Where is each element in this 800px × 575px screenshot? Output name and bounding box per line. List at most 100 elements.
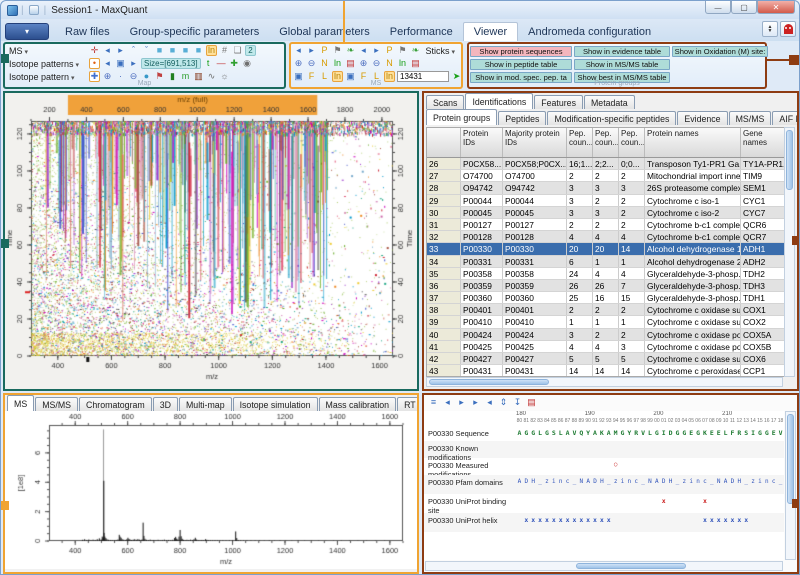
- sequence-row-ranges[interactable]: P00330 UniProt helix x x x x x x x x x x x x x x x x x x x x: [424, 513, 784, 532]
- n-label-icon[interactable]: N: [386, 58, 393, 68]
- subtab-protein-groups[interactable]: Protein groups: [426, 109, 498, 125]
- spectab-isotope-simulation[interactable]: Isotope simulation: [232, 397, 318, 411]
- zoom-in-icon[interactable]: ⊕: [103, 71, 112, 81]
- pdf-icon[interactable]: ▤: [411, 58, 420, 68]
- pdf-icon[interactable]: ▤: [346, 58, 355, 68]
- sequence-row-text[interactable]: P00330 Pfam domains A D H _ z i n c _ N A D H _ z i n c _ N A…: [424, 475, 784, 494]
- spectab-ms-ms[interactable]: MS/MS: [35, 397, 79, 411]
- table-row-27[interactable]: 27 O74700 O74700 2 2 2 Mitochondrial import in…: [427, 170, 794, 183]
- back-icon[interactable]: ◂: [487, 397, 492, 407]
- tile-3-icon[interactable]: ■: [182, 45, 189, 55]
- minimize-button[interactable]: [705, 1, 731, 14]
- n-label-icon[interactable]: N: [321, 58, 328, 68]
- leaf-icon[interactable]: ❧: [411, 45, 420, 55]
- ribbon-collapse-button[interactable]: ▲ ▼: [762, 21, 778, 37]
- prev-icon[interactable]: ◂: [296, 45, 301, 55]
- count-icon[interactable]: 2: [245, 45, 256, 56]
- ribbon-tab-andromeda-configuration[interactable]: Andromeda configuration: [528, 25, 652, 38]
- marker-dot-icon[interactable]: •: [89, 58, 100, 69]
- next-icon[interactable]: ▸: [459, 397, 464, 407]
- select-rect-icon[interactable]: ▣: [116, 58, 125, 68]
- spectab-3d[interactable]: 3D: [152, 397, 178, 411]
- sequence-row-empty[interactable]: P00330 Known modifications: [424, 441, 784, 462]
- table-row-35[interactable]: 35 P00358 P00358 24 4 4 Glyceraldehyde-3-phosp…: [427, 267, 794, 280]
- column-header-rownum[interactable]: [427, 128, 461, 157]
- column-header-pep-coun-[interactable]: Pep. coun...: [593, 128, 619, 157]
- tool-icon[interactable]: ⚑: [155, 71, 164, 81]
- column-header-pep-coun-[interactable]: Pep. coun...: [619, 128, 645, 157]
- prev-icon[interactable]: ◂: [105, 45, 110, 55]
- f-label-icon[interactable]: F: [308, 71, 315, 81]
- table-row-26[interactable]: 26 P0CX58... P0CX58;P0CX... 16;1... 2;2... 0;…: [427, 158, 794, 171]
- left-icon[interactable]: ◂: [105, 58, 110, 68]
- red-line-icon[interactable]: —: [216, 58, 226, 68]
- tile-2-icon[interactable]: ■: [169, 45, 176, 55]
- zoom-out-icon[interactable]: ⊖: [372, 58, 381, 68]
- ln-scale-icon[interactable]: ln: [384, 71, 395, 82]
- table-hscroll-thumb[interactable]: [429, 379, 549, 385]
- next-icon[interactable]: ▸: [309, 45, 314, 55]
- tab-metadata[interactable]: Metadata: [583, 95, 635, 109]
- spectrum-canvas[interactable]: [5, 411, 417, 569]
- t-label-icon[interactable]: t: [206, 58, 210, 68]
- close-button[interactable]: [757, 1, 795, 14]
- column-header-protein-names[interactable]: Protein names: [645, 128, 741, 157]
- sequence-hscroll-thumb[interactable]: [576, 563, 686, 569]
- spectab-rt-alignment[interactable]: RT alignment: [397, 397, 417, 411]
- green-plus-icon[interactable]: ✚: [230, 58, 238, 68]
- tools-icon[interactable]: ⚑: [398, 45, 407, 55]
- subtab-evidence[interactable]: Evidence: [677, 111, 728, 125]
- table-row-36[interactable]: 36 P00359 P00359 26 26 7 Glyceraldehyde-3-phos…: [427, 279, 794, 293]
- spectab-chromatogram[interactable]: Chromatogram: [79, 397, 152, 411]
- sequence-vertical-scrollbar[interactable]: [785, 411, 796, 560]
- add-icon[interactable]: ✚: [89, 71, 100, 82]
- size-icon[interactable]: Size=[691,513]: [141, 58, 201, 69]
- table-row-34[interactable]: 34 P00331 P00331 6 1 1 Alcohol dehydrogenase 2…: [427, 255, 794, 268]
- tile-1-icon[interactable]: ■: [156, 45, 163, 55]
- forward-icon[interactable]: ▸: [473, 397, 478, 407]
- table-row-31[interactable]: 31 P00127 P00127 2 2 2 Cytochrome b-c1 comple.…: [427, 218, 794, 232]
- list-icon[interactable]: ≡: [430, 397, 437, 407]
- show-in-mod-spec-pep-ta-button[interactable]: Show in mod. spec. pep. ta: [470, 72, 572, 83]
- l-label-icon[interactable]: L: [321, 71, 327, 81]
- ln-scale-icon[interactable]: ln: [206, 45, 217, 56]
- show-in-evidence-table-button[interactable]: Show in evidence table: [574, 46, 670, 57]
- table-row-33[interactable]: 33 P00330 P00330 20 20 14 Alcohol dehydrogenas…: [427, 243, 794, 256]
- show-best-in-ms-ms-table-button[interactable]: Show best in MS/MS table: [574, 72, 670, 83]
- sequence-horizontal-scrollbar[interactable]: [425, 561, 783, 571]
- column-header-protein-ids[interactable]: Protein IDs: [461, 128, 503, 157]
- table-row-39[interactable]: 39 P00410 P00410 1 1 1 Cytochrome c oxidase su…: [427, 316, 794, 329]
- table-row-29[interactable]: 29 P00044 P00044 3 2 2 Cytochrome c iso-1 CYC1: [427, 194, 794, 207]
- l-label-icon[interactable]: L: [373, 71, 379, 81]
- heatmap-canvas[interactable]: [5, 93, 417, 389]
- zoom-out-icon[interactable]: ⊖: [307, 58, 316, 68]
- about-button[interactable]: [780, 21, 796, 37]
- maximize-button[interactable]: [731, 1, 757, 14]
- ribbon-tab-group-specific-parameters[interactable]: Group-specific parameters: [129, 25, 260, 38]
- spin-icon[interactable]: ⇕: [499, 397, 508, 407]
- table-row-38[interactable]: 38 P00401 P00401 2 2 2 Cytochrome c oxidase su…: [427, 304, 794, 317]
- sticks-dropdown[interactable]: Sticks: [424, 46, 457, 56]
- table-row-30[interactable]: 30 P00045 P00045 3 3 2 Cytochrome c iso-2 CYC7: [427, 206, 794, 219]
- map-dropdown-isotope-patterns[interactable]: Isotope patterns: [7, 59, 87, 69]
- sequence-row-marks[interactable]: P00330 UniProt binding site x x: [424, 494, 784, 515]
- title-bar[interactable]: | | Session1 - MaxQuant: [1, 1, 799, 19]
- show-in-ms-ms-table-button[interactable]: Show in MS/MS table: [574, 59, 670, 70]
- right-icon[interactable]: ▸: [131, 58, 136, 68]
- spectab-mass-calibration[interactable]: Mass calibration: [318, 397, 397, 411]
- subtab-modification-specific-peptides[interactable]: Modification-specific peptides: [547, 111, 677, 125]
- run-icon[interactable]: ➤: [452, 71, 461, 81]
- up-icon[interactable]: ˆ: [132, 45, 135, 55]
- grid-icon[interactable]: #: [221, 45, 227, 55]
- table-row-28[interactable]: 28 O94742 O94742 3 3 3 26S proteasome complex.…: [427, 182, 794, 195]
- table-row-40[interactable]: 40 P00424 P00424 3 2 2 Cytochrome c oxidase po…: [427, 328, 794, 341]
- pages-icon[interactable]: ❏: [233, 45, 242, 55]
- pdf-icon[interactable]: ▤: [527, 397, 536, 407]
- ribbon-tab-raw-files[interactable]: Raw files: [65, 25, 110, 38]
- table-row-32[interactable]: 32 P00128 P00128 4 4 4 Cytochrome b-c1 comple.…: [427, 231, 794, 244]
- ln-green-icon[interactable]: ln: [333, 58, 341, 68]
- tab-features[interactable]: Features: [534, 95, 583, 109]
- ribbon-tab-viewer[interactable]: Viewer: [462, 22, 519, 41]
- table-vscroll-thumb[interactable]: [786, 130, 793, 190]
- table-row-42[interactable]: 42 P00427 P00427 5 5 5 Cytochrome c oxidase su…: [427, 353, 794, 366]
